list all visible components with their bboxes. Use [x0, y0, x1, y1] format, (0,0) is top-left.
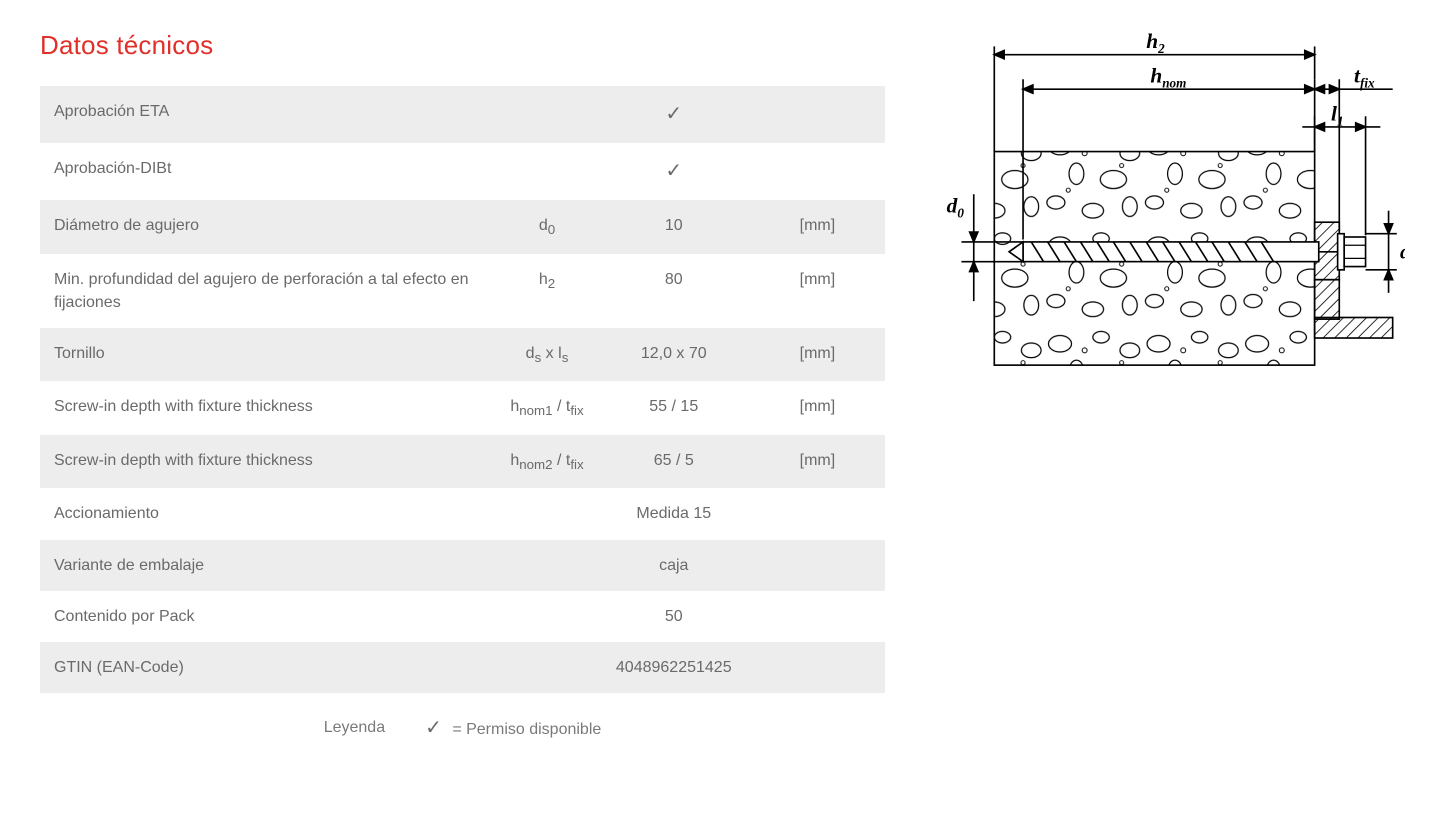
- spec-table: Aprobación ETA ✓ Aprobación-DIBt ✓ Diámetro …: [40, 86, 885, 693]
- spec-unit: [mm]: [750, 200, 885, 254]
- spec-value: 50: [598, 591, 750, 642]
- spec-symbol: ds x ls: [496, 328, 597, 382]
- spec-value: ✓: [598, 86, 750, 143]
- spec-symbol: hnom1 / tfix: [496, 381, 597, 435]
- spec-value: ✓: [598, 143, 750, 200]
- svg-text:l1: l1: [1331, 101, 1344, 128]
- check-icon: ✓: [665, 160, 682, 182]
- spec-row: Tornillods x ls12,0 x 70[mm]: [40, 328, 885, 382]
- spec-label: Screw-in depth with fixture thickness: [40, 381, 496, 435]
- spec-unit: [750, 488, 885, 539]
- spec-symbol: [496, 591, 597, 642]
- spec-label: Min. profundidad del agujero de perforac…: [40, 254, 496, 328]
- legend-text: ✓ = Permiso disponible: [425, 715, 601, 740]
- spec-label: Accionamiento: [40, 488, 496, 539]
- spec-symbol: hnom2 / tfix: [496, 435, 597, 489]
- spec-row: Contenido por Pack 50: [40, 591, 885, 642]
- spec-row: GTIN (EAN-Code) 4048962251425: [40, 642, 885, 693]
- anchor-diagram: h2 hnom tfix: [945, 30, 1405, 383]
- spec-row: Min. profundidad del agujero de perforac…: [40, 254, 885, 328]
- spec-value: 80: [598, 254, 750, 328]
- svg-text:dK: dK: [1400, 239, 1405, 266]
- check-icon: ✓: [425, 717, 442, 739]
- legend: Leyenda ✓ = Permiso disponible: [40, 715, 885, 740]
- spec-row: Diámetro de agujerod010[mm]: [40, 200, 885, 254]
- section-title: Datos técnicos: [40, 30, 885, 61]
- spec-unit: [750, 86, 885, 143]
- svg-text:hnom: hnom: [1150, 64, 1186, 91]
- spec-unit: [750, 591, 885, 642]
- spec-unit: [750, 642, 885, 693]
- spec-value: Medida 15: [598, 488, 750, 539]
- svg-text:d0: d0: [947, 193, 965, 220]
- spec-unit: [mm]: [750, 435, 885, 489]
- spec-symbol: [496, 642, 597, 693]
- spec-label: Variante de embalaje: [40, 540, 496, 591]
- spec-label: Aprobación ETA: [40, 86, 496, 143]
- legend-label: Leyenda: [324, 719, 385, 737]
- spec-label: Tornillo: [40, 328, 496, 382]
- spec-value: caja: [598, 540, 750, 591]
- spec-label: Contenido por Pack: [40, 591, 496, 642]
- spec-value: 10: [598, 200, 750, 254]
- spec-row: Accionamiento Medida 15: [40, 488, 885, 539]
- svg-text:tfix: tfix: [1354, 64, 1375, 91]
- spec-label: GTIN (EAN-Code): [40, 642, 496, 693]
- spec-unit: [mm]: [750, 254, 885, 328]
- spec-row: Screw-in depth with fixture thicknesshno…: [40, 435, 885, 489]
- spec-symbol: [496, 540, 597, 591]
- spec-symbol: [496, 143, 597, 200]
- spec-row: Aprobación-DIBt ✓: [40, 143, 885, 200]
- check-icon: ✓: [665, 103, 682, 125]
- spec-unit: [750, 143, 885, 200]
- spec-value: 4048962251425: [598, 642, 750, 693]
- spec-symbol: d0: [496, 200, 597, 254]
- spec-label: Screw-in depth with fixture thickness: [40, 435, 496, 489]
- spec-unit: [mm]: [750, 328, 885, 382]
- spec-value: 55 / 15: [598, 381, 750, 435]
- spec-value: 12,0 x 70: [598, 328, 750, 382]
- spec-row: Aprobación ETA ✓: [40, 86, 885, 143]
- svg-text:h2: h2: [1146, 30, 1165, 56]
- spec-label: Aprobación-DIBt: [40, 143, 496, 200]
- spec-row: Variante de embalaje caja: [40, 540, 885, 591]
- spec-unit: [mm]: [750, 381, 885, 435]
- spec-symbol: h2: [496, 254, 597, 328]
- spec-symbol: [496, 86, 597, 143]
- spec-unit: [750, 540, 885, 591]
- spec-label: Diámetro de agujero: [40, 200, 496, 254]
- spec-symbol: [496, 488, 597, 539]
- spec-row: Screw-in depth with fixture thicknesshno…: [40, 381, 885, 435]
- spec-value: 65 / 5: [598, 435, 750, 489]
